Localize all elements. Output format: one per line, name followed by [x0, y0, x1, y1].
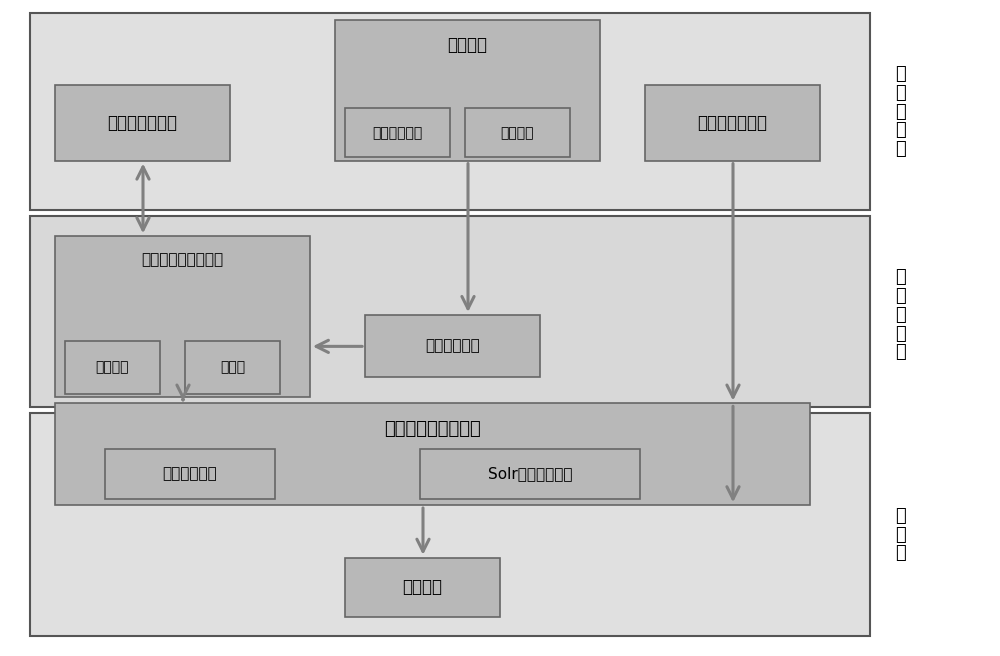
Bar [30, 13, 870, 210]
Text: 物联网数据匹配模块: 物联网数据匹配模块 [384, 420, 481, 438]
Bar [345, 108, 450, 157]
Text: 词法语义分析: 词法语义分析 [425, 338, 480, 354]
Text: 周边信息: 周边信息 [501, 126, 534, 140]
Text: 信
息
分
析
层: 信 息 分 析 层 [895, 268, 906, 361]
Bar [420, 449, 640, 499]
Bar [105, 449, 275, 499]
Text: 用户基础信息: 用户基础信息 [372, 126, 423, 140]
Bar [345, 558, 500, 617]
Bar [465, 108, 570, 157]
Bar [55, 403, 810, 505]
Bar [55, 85, 230, 161]
Text: 云计算: 云计算 [220, 360, 245, 375]
Bar [30, 413, 870, 636]
Text: 数据挖掘: 数据挖掘 [96, 360, 129, 375]
Text: 行为大数据分析模块: 行为大数据分析模块 [141, 253, 224, 268]
Text: 行为数据库群组: 行为数据库群组 [108, 114, 178, 132]
Text: Solr垂直搜索引擎: Solr垂直搜索引擎 [488, 466, 572, 482]
Bar [65, 341, 160, 394]
Bar [185, 341, 280, 394]
Bar [335, 20, 600, 161]
Bar [365, 315, 540, 377]
Bar [55, 236, 310, 397]
Text: 匹配核心模块: 匹配核心模块 [163, 466, 217, 482]
Text: 信息模块: 信息模块 [448, 36, 488, 54]
Text: 匹配结果: 匹配结果 [402, 578, 442, 596]
Text: 信
息
收
集
层: 信 息 收 集 层 [895, 65, 906, 158]
Text: 匹
配
层: 匹 配 层 [895, 507, 906, 562]
Text: 物联网数据模块: 物联网数据模块 [698, 114, 768, 132]
Bar [645, 85, 820, 161]
Bar [30, 216, 870, 407]
